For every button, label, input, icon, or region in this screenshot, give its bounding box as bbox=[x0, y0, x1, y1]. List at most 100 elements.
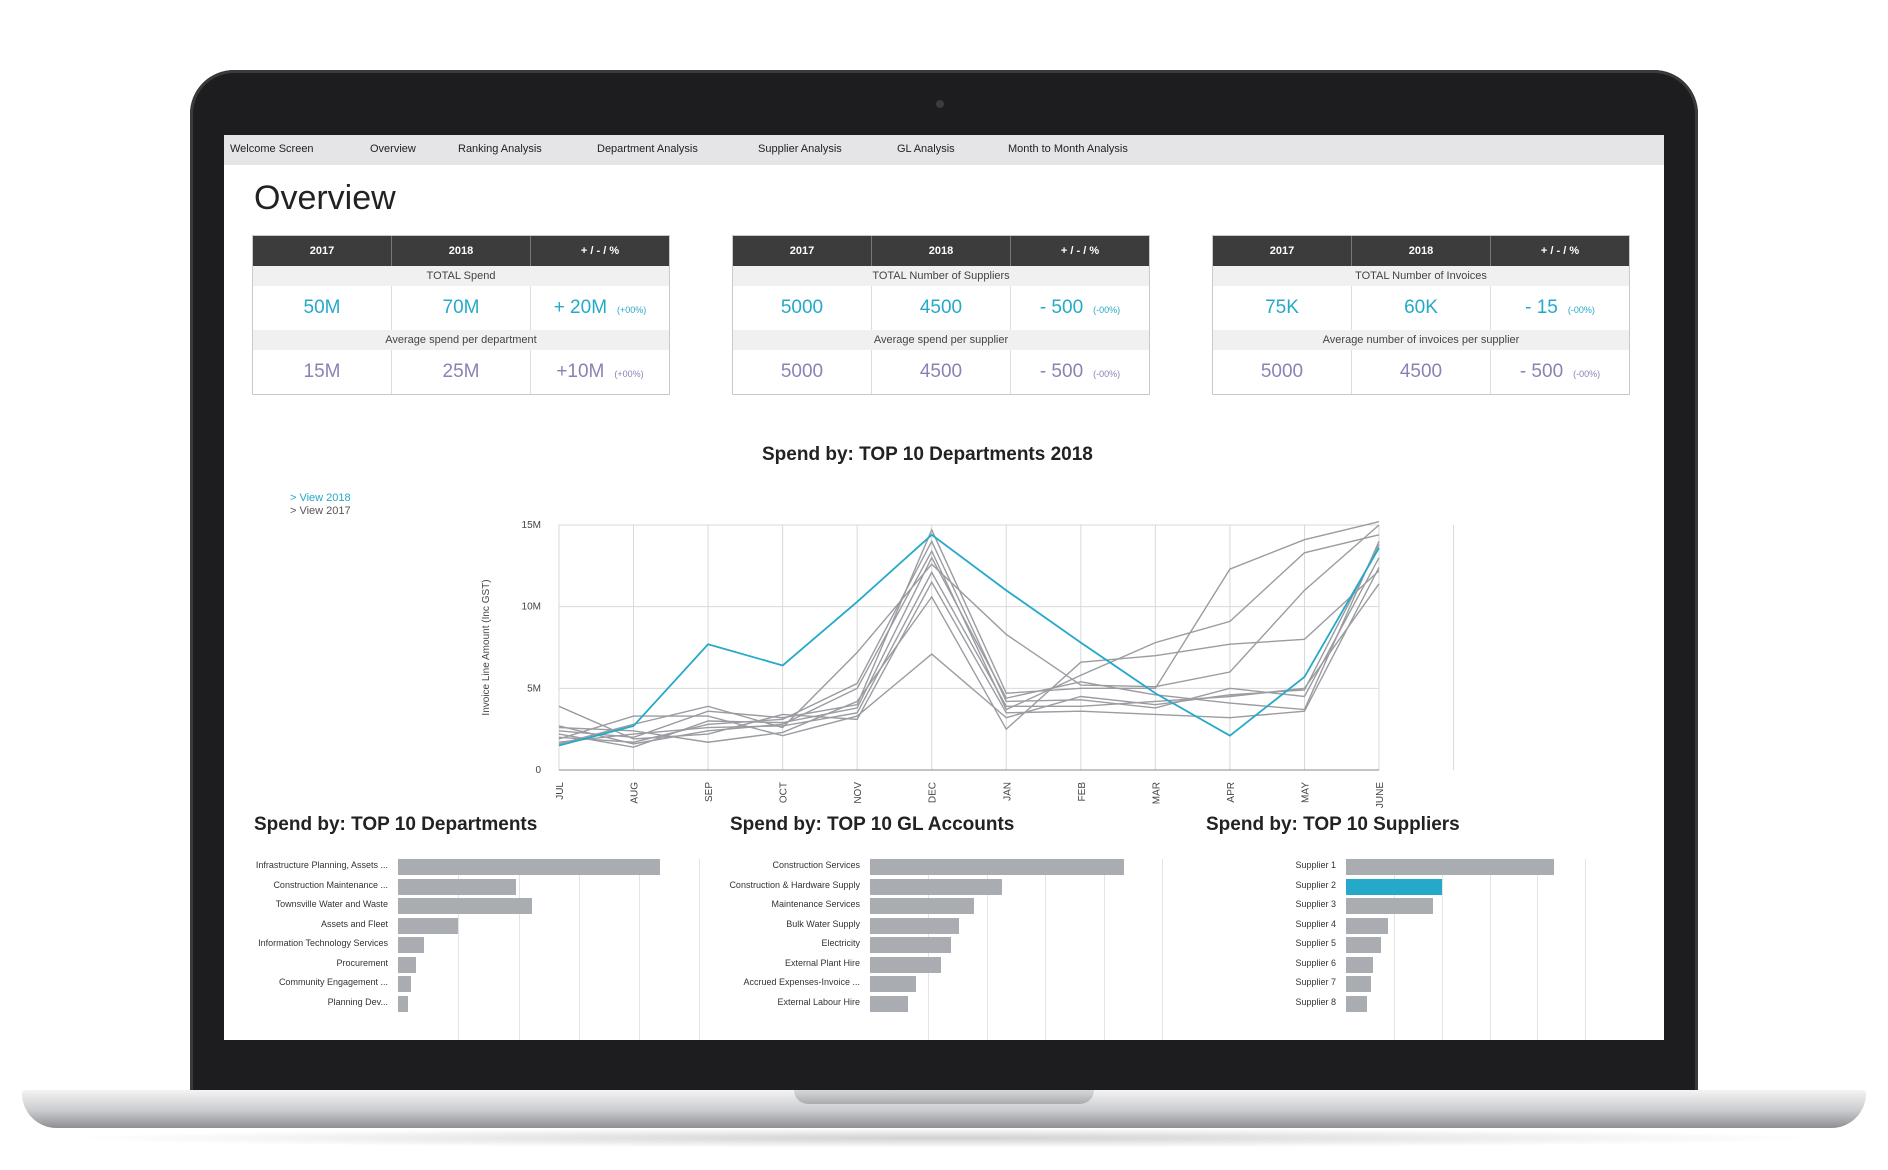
bar-row: Supplier 2 bbox=[1192, 878, 1554, 895]
kpi-row: 5000 4500 - 500 (-00%) bbox=[1213, 350, 1629, 394]
x-tick-label: APR bbox=[1226, 782, 1237, 803]
kpi-row: 5000 4500 - 500 (-00%) bbox=[733, 286, 1149, 330]
bar[interactable] bbox=[1346, 859, 1554, 875]
series-line bbox=[558, 539, 1380, 743]
bar-label: Construction Services bbox=[772, 860, 860, 870]
bar-row: Supplier 8 bbox=[1192, 995, 1554, 1012]
bar[interactable] bbox=[870, 859, 1124, 875]
x-tick-label: JUL bbox=[555, 782, 566, 800]
bar[interactable] bbox=[398, 995, 409, 1012]
bar[interactable] bbox=[870, 898, 975, 914]
kpi-delta: +10M (+00%) bbox=[531, 350, 669, 394]
kpi-row-label: Average number of invoices per supplier bbox=[1213, 330, 1629, 350]
bar[interactable] bbox=[398, 937, 425, 953]
kpi-value-2017: 15M bbox=[253, 350, 392, 394]
bar-label: Townsville Water and Waste bbox=[275, 899, 388, 909]
x-tick-label: MAY bbox=[1300, 782, 1311, 803]
tab-welcome-screen[interactable]: Welcome Screen bbox=[230, 143, 314, 155]
x-tick-label: DEC bbox=[928, 782, 939, 803]
page-title: Overview bbox=[254, 179, 396, 217]
kpi-row: 75K 60K - 15 (-00%) bbox=[1213, 286, 1629, 330]
kpi-value-2018: 70M bbox=[392, 286, 531, 330]
bar[interactable] bbox=[398, 859, 660, 875]
kpi-header-2017: 2017 bbox=[733, 236, 872, 266]
kpi-value-2017: 5000 bbox=[733, 350, 872, 394]
kpi-delta-value: - 500 bbox=[1519, 361, 1564, 382]
kpi-row-label: TOTAL Number of Invoices bbox=[1213, 266, 1629, 286]
bar-row: Supplier 5 bbox=[1192, 937, 1554, 953]
bar-row: Supplier 6 bbox=[1192, 956, 1554, 973]
bar-row: Bulk Water Supply bbox=[716, 917, 1124, 934]
kpi-delta-value: - 500 bbox=[1039, 361, 1084, 382]
bar[interactable] bbox=[870, 878, 1003, 895]
bar[interactable] bbox=[398, 898, 532, 914]
bar[interactable] bbox=[870, 956, 942, 973]
kpi-row-label: Average spend per supplier bbox=[733, 330, 1149, 350]
tab-month-to-month-analysis[interactable]: Month to Month Analysis bbox=[1008, 143, 1128, 155]
bar-label: Community Engagement ... bbox=[278, 977, 388, 987]
bar[interactable] bbox=[1346, 878, 1442, 895]
bar[interactable] bbox=[1346, 976, 1371, 992]
bar[interactable] bbox=[870, 976, 916, 992]
bar-grid-line bbox=[1045, 859, 1047, 1040]
bar[interactable] bbox=[1346, 898, 1434, 914]
bar-label: Electricity bbox=[821, 938, 860, 948]
tab-gl-analysis[interactable]: GL Analysis bbox=[897, 143, 955, 155]
y-tick-label: 0 bbox=[535, 765, 541, 776]
bar-label: Supplier 6 bbox=[1295, 957, 1336, 968]
kpi-table-spend: 2017 2018 + / - / % TOTAL Spend 50M 70M … bbox=[252, 235, 670, 395]
y-tick-label: 10M bbox=[522, 602, 541, 613]
kpi-header-delta: + / - / % bbox=[580, 245, 620, 257]
tab-department-analysis[interactable]: Department Analysis bbox=[597, 143, 698, 155]
view-2017-link[interactable]: > View 2017 bbox=[290, 505, 351, 517]
bar-row: Construction Services bbox=[716, 859, 1124, 875]
dept-bar-title: Spend by: TOP 10 Departments bbox=[254, 814, 538, 835]
bar[interactable] bbox=[1346, 956, 1374, 973]
kpi-value-2018: 4500 bbox=[872, 286, 1011, 330]
bar-row: Construction Maintenance ... bbox=[240, 878, 660, 895]
kpi-header-2018: 2018 bbox=[1352, 236, 1491, 266]
bar[interactable] bbox=[870, 995, 909, 1012]
bar-row: Supplier 7 bbox=[1192, 976, 1554, 992]
bar[interactable] bbox=[1346, 937, 1382, 953]
bar[interactable] bbox=[398, 878, 516, 895]
bar-grid-line bbox=[1162, 859, 1164, 1040]
bar[interactable] bbox=[1346, 917, 1388, 934]
bar[interactable] bbox=[398, 976, 412, 992]
bar-row: Community Engagement ... bbox=[240, 976, 660, 992]
bar-row: Townsville Water and Waste bbox=[240, 898, 660, 914]
series-line bbox=[558, 544, 1380, 740]
bar-row: Accrued Expenses-Invoice ... bbox=[716, 976, 1124, 992]
x-tick-label: MAR bbox=[1151, 782, 1162, 804]
tab-overview[interactable]: Overview bbox=[370, 143, 416, 155]
kpi-delta: - 500 (-00%) bbox=[1491, 350, 1629, 394]
kpi-delta-pct: (-00%) bbox=[1567, 305, 1595, 315]
bar-row: External Labour Hire bbox=[716, 995, 1124, 1012]
bar-label: Construction & Hardware Supply bbox=[729, 879, 860, 890]
series-line bbox=[558, 524, 1380, 745]
series-line bbox=[558, 570, 1380, 743]
bar-label: External Labour Hire bbox=[777, 996, 860, 1007]
x-tick-label: NOV bbox=[853, 782, 864, 804]
bar-label: Supplier 1 bbox=[1295, 860, 1336, 870]
bar-row: Construction & Hardware Supply bbox=[716, 878, 1124, 895]
bar-row: Infrastructure Planning, Assets ... bbox=[240, 859, 660, 875]
kpi-header-2017: 2017 bbox=[253, 236, 392, 266]
kpi-value-2017: 5000 bbox=[1213, 350, 1352, 394]
tab-supplier-analysis[interactable]: Supplier Analysis bbox=[758, 143, 842, 155]
kpi-header-delta: + / - / % bbox=[1060, 245, 1100, 257]
bar[interactable] bbox=[870, 917, 959, 934]
bar[interactable] bbox=[398, 917, 459, 934]
bar[interactable] bbox=[398, 956, 417, 973]
bar[interactable] bbox=[1346, 995, 1367, 1012]
x-tick-label: OCT bbox=[779, 782, 790, 803]
laptop-notch bbox=[794, 1090, 1094, 1104]
supplier-bar-title: Spend by: TOP 10 Suppliers bbox=[1206, 814, 1460, 835]
view-2018-link[interactable]: > View 2018 bbox=[290, 492, 351, 504]
kpi-delta-value: + 20M bbox=[553, 297, 608, 318]
kpi-delta: - 500 (-00%) bbox=[1011, 286, 1149, 330]
kpi-row-label: Average spend per department bbox=[253, 330, 669, 350]
bar[interactable] bbox=[870, 937, 952, 953]
tab-ranking-analysis[interactable]: Ranking Analysis bbox=[458, 143, 542, 155]
kpi-delta: - 15 (-00%) bbox=[1491, 286, 1629, 330]
